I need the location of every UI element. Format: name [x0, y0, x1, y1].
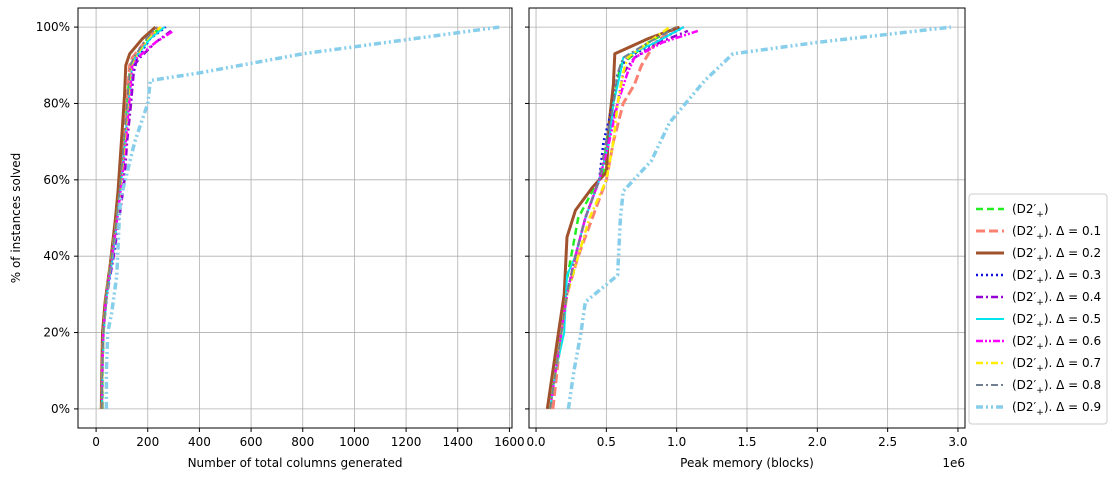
series-line	[100, 29, 172, 409]
legend-label: (D2′+). Δ = 0.4	[1012, 290, 1101, 308]
legend-label: (D2′+)	[1012, 202, 1049, 220]
x-tick-label: 0.5	[597, 435, 616, 449]
x-tick-label: 1.5	[737, 435, 756, 449]
y-tick-label: 0%	[51, 402, 70, 416]
y-tick-label: 40%	[43, 249, 70, 263]
x-tick-label: 2.0	[808, 435, 827, 449]
series-line	[551, 25, 678, 410]
right-plot-panel: 0.0 0.5 1.0 1.5 2.0 2.5 3.0 Peak memory (blocks…	[525, 7, 968, 470]
series-line	[548, 26, 671, 410]
y-tick-label: 20%	[43, 326, 70, 340]
x-axis-label: Number of total columns generated	[188, 456, 403, 470]
x-tick-label: 800	[291, 435, 314, 449]
legend-label: (D2′+). Δ = 0.5	[1012, 312, 1101, 330]
series-line	[100, 29, 175, 409]
x-tick-label: 1200	[391, 435, 422, 449]
y-axis-label: % of instances solved	[9, 153, 23, 284]
left-plot-panel: 0 200 400 600 800 1000 1200 1400 1600 0% 20% 40% 60%…	[9, 7, 525, 470]
y-tick-label: 100%	[36, 20, 70, 34]
x-tick-label: 400	[188, 435, 211, 449]
x-tick-label: 600	[240, 435, 263, 449]
axes-frame	[77, 7, 513, 429]
legend-label: (D2′+). Δ = 0.6	[1012, 334, 1101, 352]
x-axis-offset-label: 1e6	[942, 456, 965, 470]
legend-label: (D2′+). Δ = 0.9	[1012, 400, 1101, 418]
x-tick-label: 0	[92, 435, 100, 449]
x-tick-label: 2.5	[878, 435, 897, 449]
legend-label: (D2′+). Δ = 0.3	[1012, 268, 1101, 286]
x-tick-label: 1600	[494, 435, 525, 449]
legend-label: (D2′+). Δ = 0.1	[1012, 224, 1101, 242]
x-tick-label: 1400	[442, 435, 473, 449]
x-tick-label: 0.0	[526, 435, 545, 449]
series-line	[100, 26, 158, 409]
series-line	[100, 26, 160, 409]
legend: (D2′+) (D2′+). Δ = 0.1 (D2′+). Δ = 0.2 (D2′…	[968, 193, 1108, 425]
legend-label: (D2′+). Δ = 0.2	[1012, 246, 1101, 264]
series-line	[545, 25, 681, 410]
series-line	[104, 25, 500, 409]
series-line	[566, 25, 952, 410]
x-axis-label: Peak memory (blocks)	[680, 456, 814, 470]
x-tick-label: 1000	[339, 435, 370, 449]
legend-label: (D2′+). Δ = 0.8	[1012, 378, 1101, 396]
y-tick-label: 80%	[43, 96, 70, 110]
x-tick-label: 3.0	[948, 435, 967, 449]
x-tick-label: 1.0	[667, 435, 686, 449]
y-tick-label: 60%	[43, 173, 70, 187]
series-line	[549, 26, 678, 410]
x-tick-label: 200	[136, 435, 159, 449]
legend-label: (D2′+). Δ = 0.7	[1012, 356, 1101, 374]
